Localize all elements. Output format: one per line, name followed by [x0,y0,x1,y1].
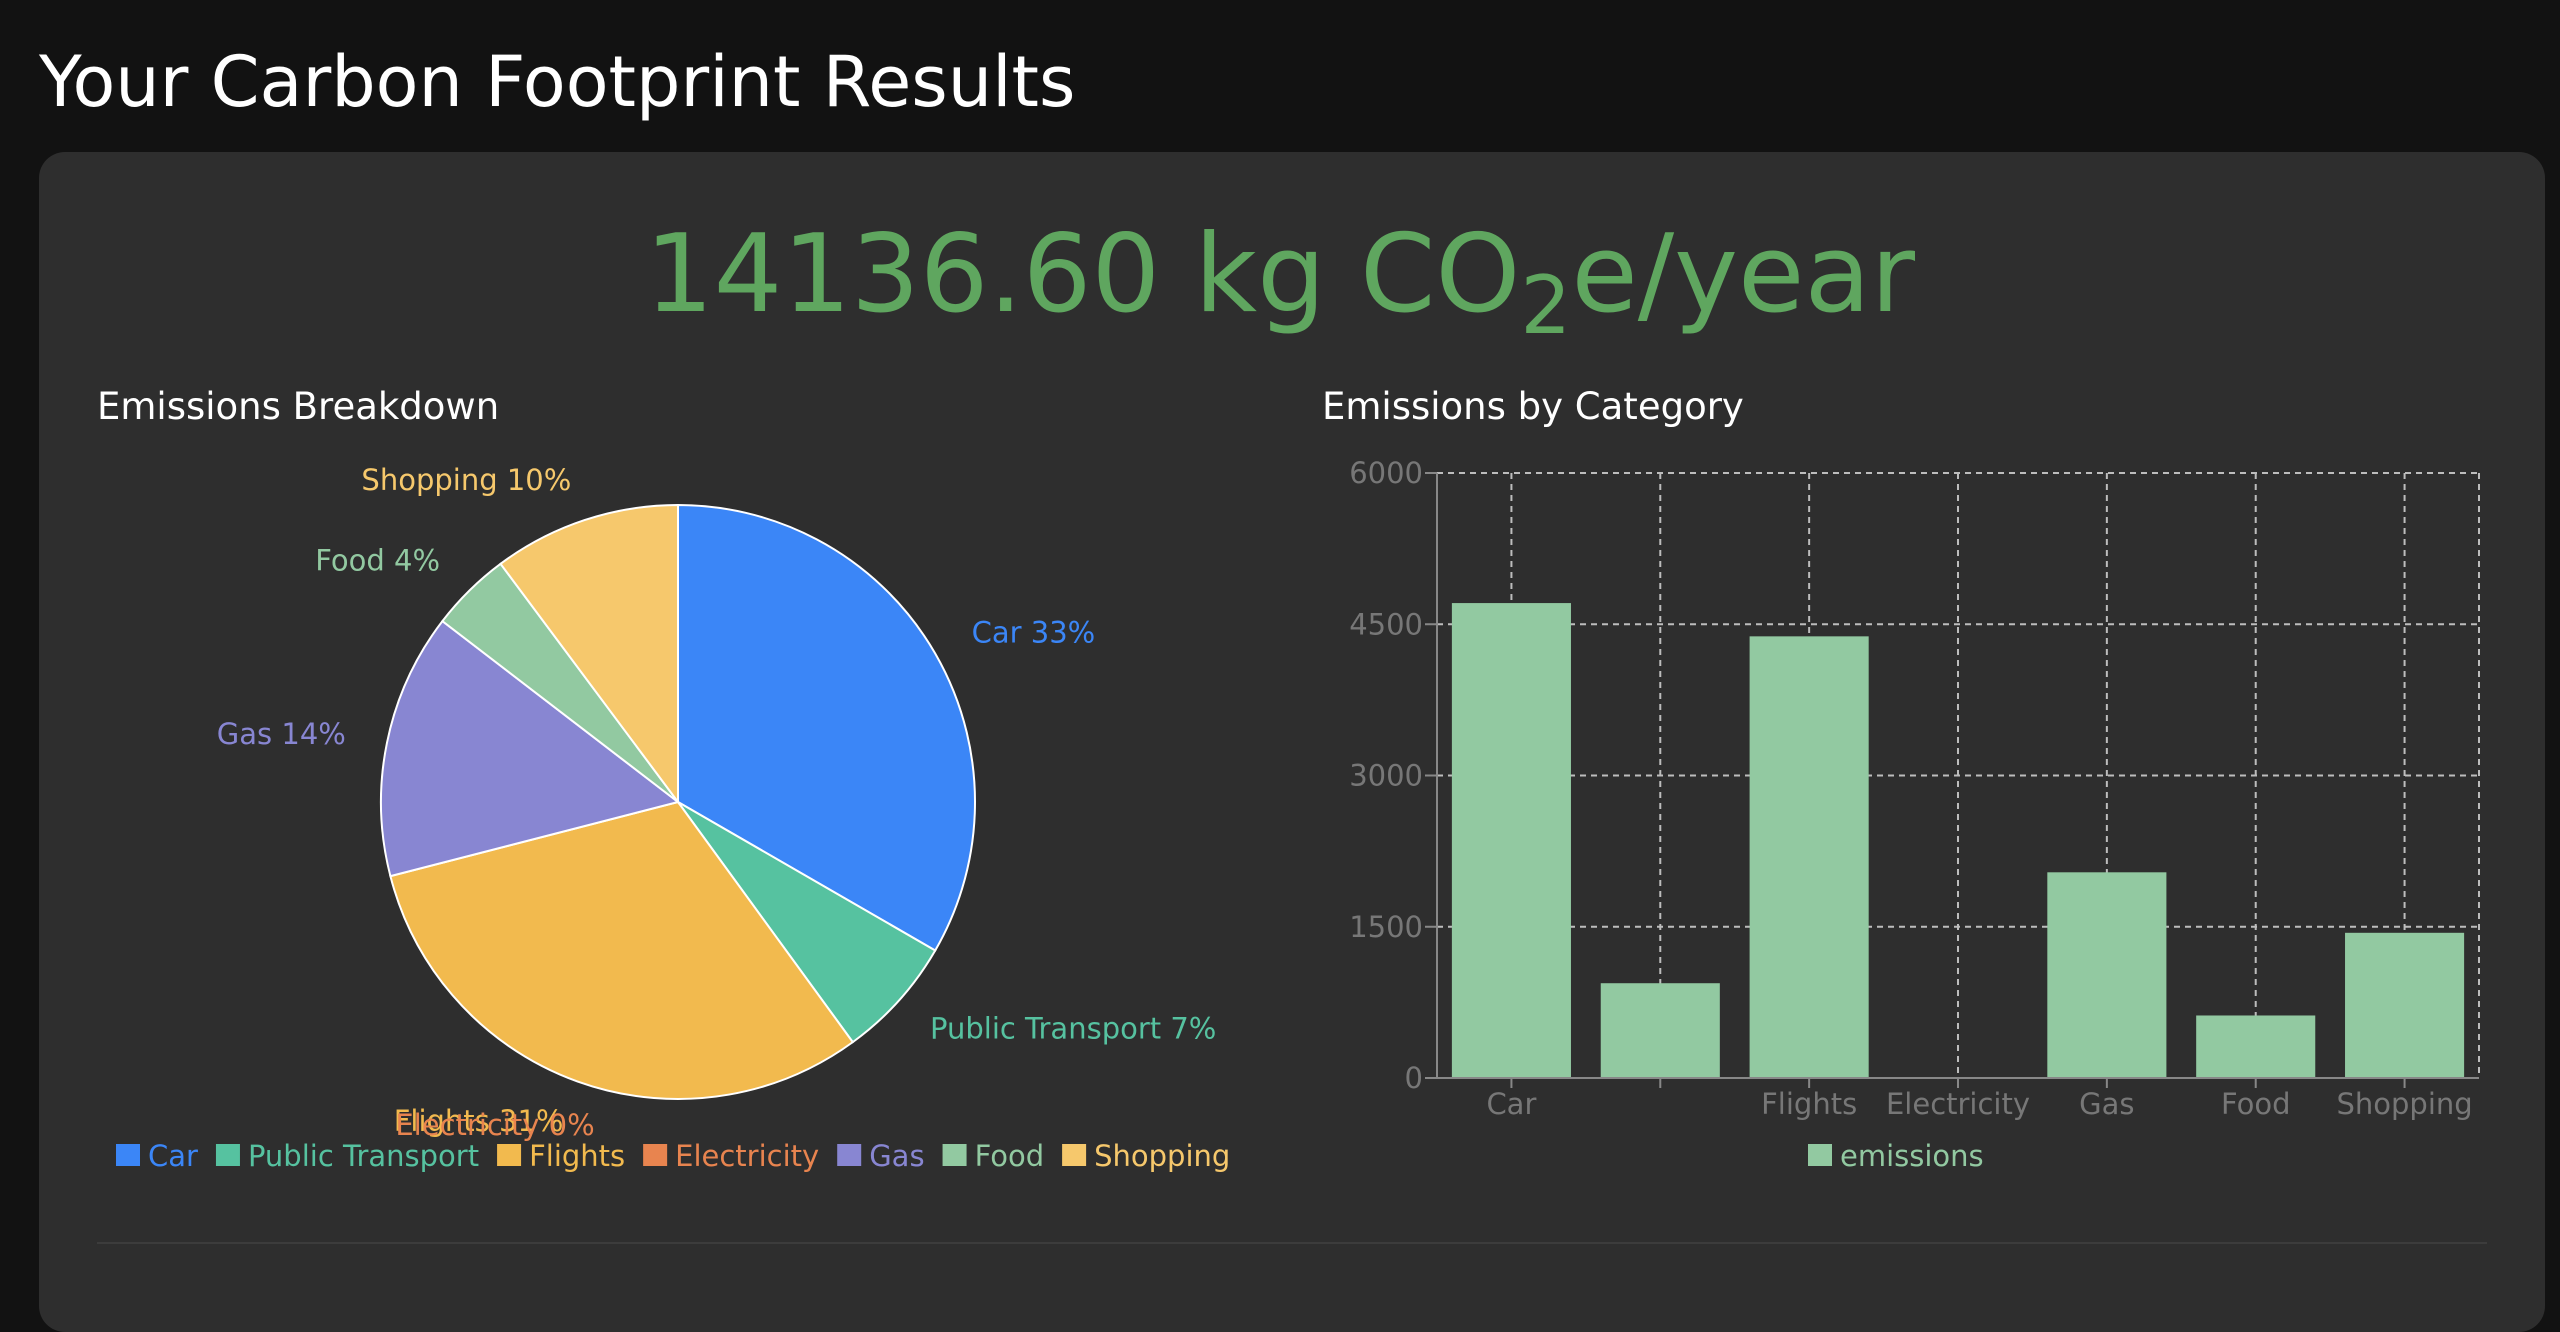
pie-legend-item-electricity[interactable]: Electricity [643,1139,819,1173]
pie-legend-item-shopping[interactable]: Shopping [1062,1139,1230,1173]
legend-label: Food [975,1139,1045,1173]
bar-flights[interactable] [1749,636,1869,1078]
pie-legend-item-food[interactable]: Food [942,1139,1045,1173]
pie-legend-item-car[interactable]: Car [116,1139,198,1173]
pie-slice-car [677,503,977,952]
pie-slice-public-transport [677,801,937,1044]
y-tick-label: 6000 [1349,456,1423,490]
pie-slice-shopping [499,503,679,806]
total-subscript: 2 [1520,259,1572,352]
bar-public-transport[interactable] [1600,983,1720,1078]
legend-swatch [1808,1144,1832,1166]
pie-label-car: Car 33% [972,616,1096,650]
legend-swatch [942,1144,967,1166]
legend-swatch [497,1144,522,1166]
y-tick-label: 1500 [1349,910,1423,944]
pie-label-shopping: Shopping 10% [361,463,571,497]
x-tick-label: Shopping [2336,1087,2472,1121]
pie-legend-item-gas[interactable]: Gas [837,1139,925,1173]
pie-slice-flights [389,800,855,1100]
total-emissions: 14136.60 kg CO2e/year [0,205,2560,346]
pie-label-flights: Flights 31% [394,1104,564,1138]
legend-swatch [215,1144,240,1166]
pie-slice-gas [380,619,681,878]
legend-swatch [1062,1144,1087,1166]
x-tick-label: Car [1486,1087,1536,1121]
bar-shopping[interactable] [2345,932,2465,1078]
pie-label-food: Food 4% [315,544,440,578]
legend-swatch [116,1144,140,1166]
legend-label: Gas [869,1139,924,1173]
y-tick-label: 4500 [1349,607,1423,641]
legend-swatch [837,1144,862,1166]
legend-label: Electricity [675,1139,819,1173]
bar-chart-title: Emissions by Category [1322,385,1744,428]
y-tick-label: 0 [1405,1061,1423,1095]
legend-swatch [643,1144,668,1166]
x-tick-label: Flights [1761,1087,1857,1121]
pie-legend-item-flights[interactable]: Flights [497,1139,625,1173]
total-value: 14136.60 kg CO [644,212,1521,337]
bar-gas[interactable] [2047,872,2167,1078]
y-tick-label: 3000 [1349,759,1423,793]
pie-chart: Car 33%Public Transport 7%Flights 31%Ele… [116,463,1230,1173]
bar-food[interactable] [2196,1015,2316,1078]
legend-label: Public Transport [248,1139,479,1173]
legend-label: Flights [529,1139,625,1173]
bar-car[interactable] [1451,603,1571,1078]
pie-label-gas: Gas 14% [217,717,346,751]
total-unit: e/year [1571,212,1916,337]
legend-label: Shopping [1094,1139,1230,1173]
bar-legend-item[interactable]: emissions [1808,1139,1984,1173]
page-title: Your Carbon Footprint Results [39,41,1076,123]
legend-label: Car [148,1139,198,1173]
bar-chart: 0 1500 3000 4500 6000 Car Flights Electricity Ga… [1349,456,2480,1173]
x-tick-label: Electricity [1886,1087,2030,1121]
pie-label-public-transport: Public Transport 7% [930,1012,1216,1046]
legend-label: emissions [1840,1139,1984,1173]
pie-label-electricity: Electricity 0% [395,1108,594,1142]
x-tick-label: Food [2221,1087,2291,1121]
section-divider [97,1242,2487,1244]
pie-legend-item-public-transport[interactable]: Public Transport [215,1139,479,1173]
pie-chart-title: Emissions Breakdown [97,385,500,428]
x-tick-label: Gas [2079,1087,2134,1121]
